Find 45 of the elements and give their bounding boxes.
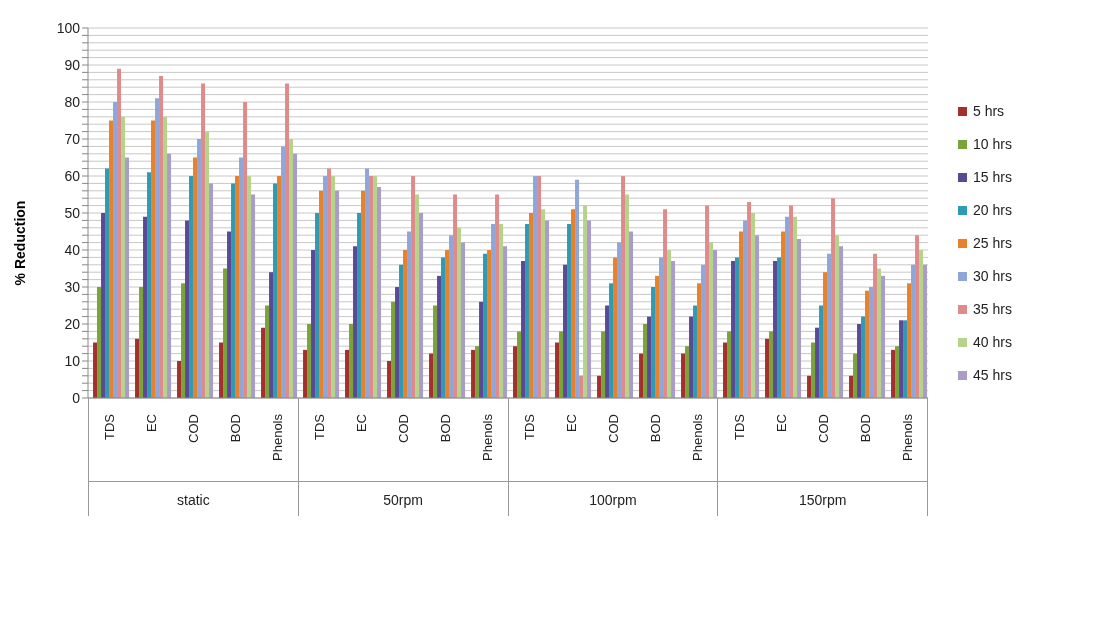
y-axis-title: % Reduction (12, 200, 28, 286)
y-tick-label: 10 (64, 352, 81, 369)
x-tick-label: COD (185, 414, 201, 443)
x-tick-label: TDS (521, 413, 537, 440)
x-tick-label: Phenols (899, 413, 915, 461)
legend-label: 5 hrs (973, 103, 1005, 119)
y-tick-label: 40 (64, 241, 81, 258)
y-tick-label: 90 (64, 56, 81, 73)
legend-label: 35 hrs (973, 301, 1012, 317)
x-tick-label: BOD (227, 414, 243, 443)
y-tick-label: 70 (64, 130, 81, 147)
y-tick-label: 60 (64, 167, 81, 184)
y-tick-label: 100 (56, 19, 81, 36)
legend-label: 15 hrs (973, 169, 1012, 185)
legend-label: 40 hrs (973, 334, 1012, 350)
y-tick-label: 50 (64, 204, 81, 221)
x-tick-label: EC (773, 414, 789, 433)
text: 50rpm (298, 481, 508, 508)
legend-label: 10 hrs (973, 136, 1012, 152)
legend-label: 20 hrs (973, 202, 1012, 218)
x-tick-label: TDS (311, 413, 327, 440)
legend-label: 45 hrs (973, 367, 1012, 383)
x-tick-label: TDS (731, 413, 747, 440)
y-tick-label: 30 (64, 278, 81, 295)
legend-label: 30 hrs (973, 268, 1012, 284)
x-tick-label: BOD (857, 414, 873, 443)
x-tick-label: EC (353, 414, 369, 433)
x-tick-label: COD (395, 414, 411, 443)
x-tick-label: Phenols (269, 413, 285, 461)
x-tick-label: TDS (101, 413, 117, 440)
text: 100rpm (508, 481, 718, 508)
x-tick-label: COD (605, 414, 621, 443)
x-tick-label: BOD (647, 414, 663, 443)
legend-label: 25 hrs (973, 235, 1012, 251)
x-tick-label: Phenols (479, 413, 495, 461)
text: 150rpm (718, 481, 927, 508)
x-tick-label: BOD (437, 414, 453, 443)
x-tick-label: EC (143, 414, 159, 433)
y-tick-label: 80 (64, 93, 81, 110)
x-tick-label: COD (815, 414, 831, 443)
y-tick-label: 0 (72, 389, 81, 406)
x-tick-label: Phenols (689, 413, 705, 461)
y-tick-label: 20 (64, 315, 81, 332)
x-tick-label: EC (563, 414, 579, 433)
text: static (89, 481, 298, 508)
